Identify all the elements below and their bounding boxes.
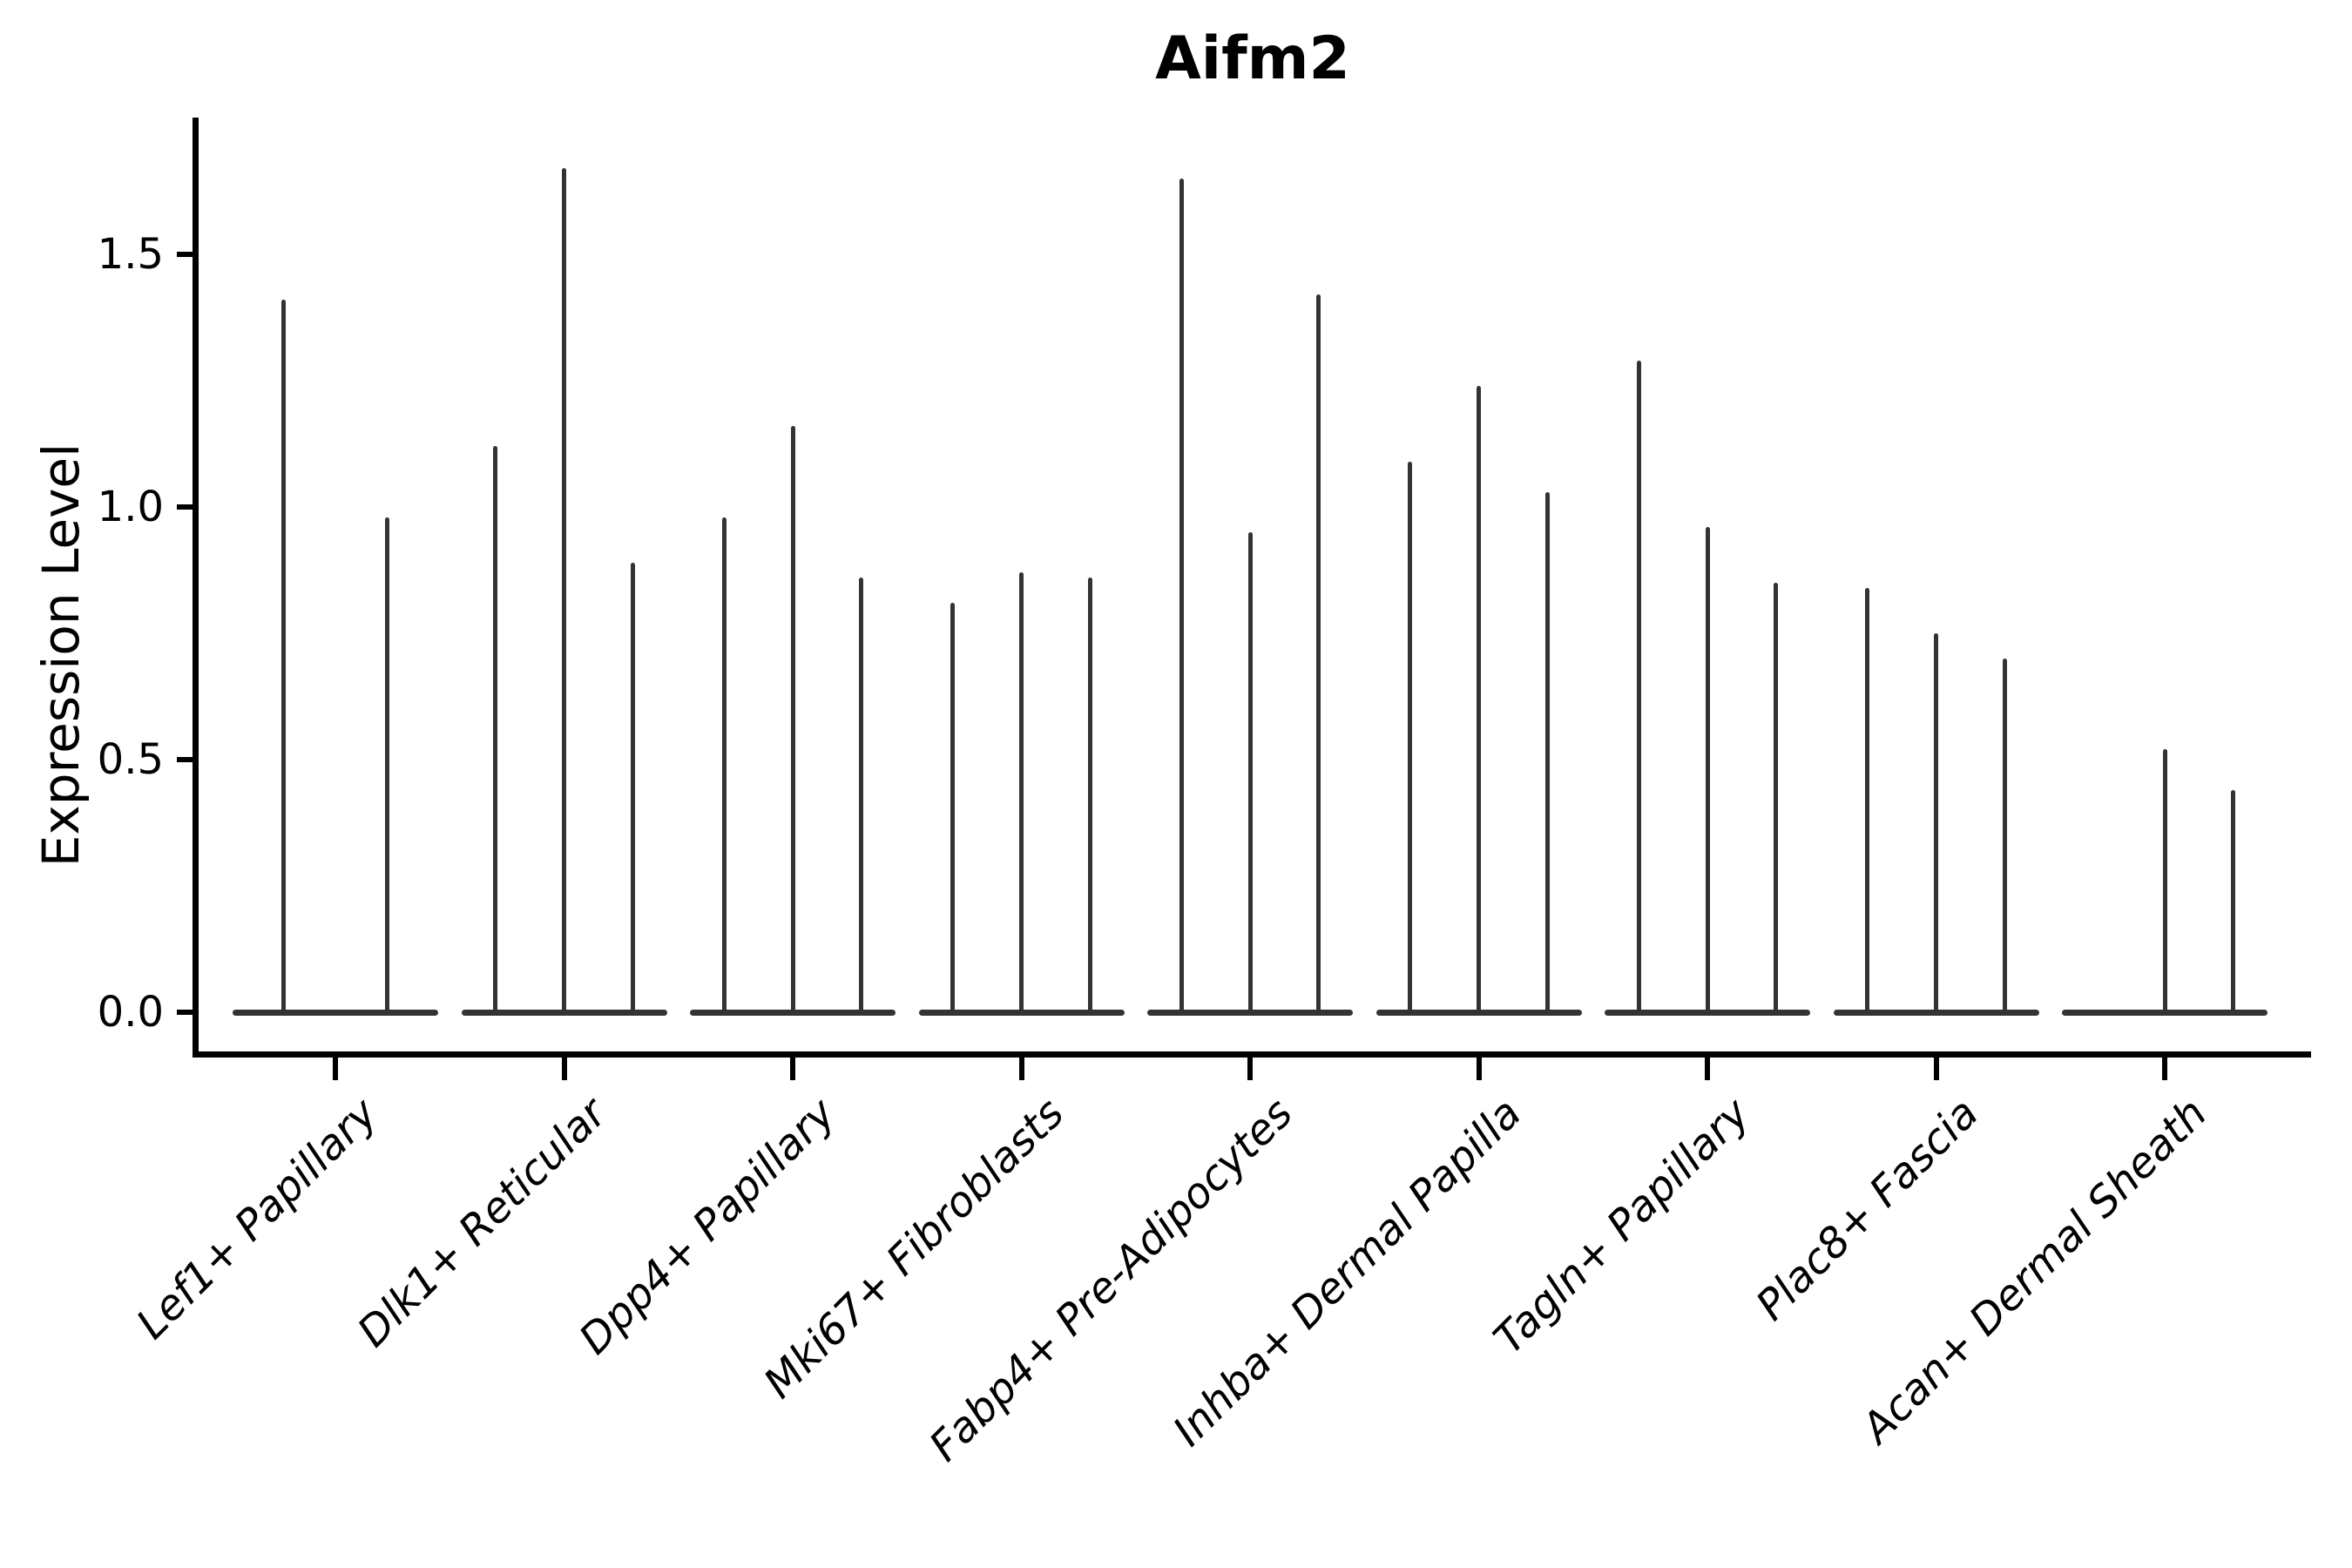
- x-tick-mark: [561, 1058, 567, 1080]
- violin-spike: [1934, 633, 1938, 1012]
- x-tick-mark: [1247, 1058, 1253, 1080]
- violin-spike: [1408, 461, 1413, 1012]
- violin-spike: [1544, 491, 1550, 1012]
- violin-spike: [950, 603, 956, 1012]
- x-axis-category-label: Plac8+ Fascia: [1747, 1089, 1989, 1330]
- violin-spike: [790, 426, 795, 1012]
- violin-spike: [2002, 659, 2007, 1012]
- x-tick-mark: [1476, 1058, 1482, 1080]
- violin-base: [1833, 1009, 2039, 1016]
- x-axis-category-label: Fabp4+ Pre-Adipocytes: [920, 1089, 1302, 1471]
- violin-spike: [493, 446, 498, 1012]
- x-axis-category-label: Lef1+ Papillary: [127, 1089, 388, 1349]
- violin-base: [918, 1009, 1125, 1016]
- violin-spike: [1774, 583, 1779, 1012]
- y-tick-mark: [177, 252, 198, 257]
- x-tick-mark: [2162, 1058, 2167, 1080]
- violin-spike: [859, 578, 864, 1012]
- y-tick-mark: [177, 757, 198, 762]
- y-tick-label: 0.5: [97, 735, 164, 784]
- chart-title: Aifm2: [1155, 24, 1350, 93]
- x-tick-mark: [790, 1058, 795, 1080]
- y-tick-label: 1.5: [97, 230, 164, 279]
- violin-spike: [721, 517, 727, 1012]
- violin-spike: [1865, 587, 1870, 1012]
- violin-spike: [1247, 532, 1253, 1012]
- violin-spike: [1316, 294, 1321, 1012]
- y-tick-mark: [177, 504, 198, 510]
- y-tick-mark: [177, 1010, 198, 1015]
- violin-spike: [281, 300, 287, 1012]
- violin-base: [1147, 1009, 1353, 1016]
- x-axis-spine: [193, 1051, 2311, 1058]
- x-tick-mark: [1018, 1058, 1024, 1080]
- violin-base: [2062, 1009, 2268, 1016]
- y-tick-label: 1.0: [97, 483, 164, 531]
- x-axis-category-label: Dlk1+ Reticular: [348, 1089, 617, 1357]
- violin-base: [461, 1009, 667, 1016]
- violin-spike: [1087, 578, 1092, 1012]
- y-axis-label: Expression Level: [31, 443, 91, 868]
- violin-base: [233, 1009, 438, 1016]
- y-tick-label: 0.0: [97, 988, 164, 1037]
- x-axis-category-label: Dpp4+ Papillary: [570, 1089, 845, 1364]
- violin-spike: [2231, 789, 2236, 1012]
- x-tick-mark: [1705, 1058, 1710, 1080]
- violin-spike: [562, 168, 566, 1012]
- y-axis-spine: [193, 118, 199, 1058]
- violin-spike: [1179, 179, 1184, 1012]
- violin-spike: [1019, 572, 1024, 1012]
- violin-base: [1605, 1009, 1810, 1016]
- violin-base: [690, 1009, 896, 1016]
- violin-spike: [630, 562, 635, 1012]
- violin-spike: [1705, 527, 1710, 1012]
- violin-spike: [2162, 749, 2167, 1012]
- x-axis-category-label: Tagln+ Papillary: [1484, 1089, 1760, 1364]
- x-tick-mark: [333, 1058, 338, 1080]
- violin-spike: [384, 517, 389, 1012]
- violin-spike: [1477, 385, 1481, 1012]
- violin-spike: [1636, 360, 1641, 1012]
- violin-base: [1375, 1009, 1582, 1016]
- x-tick-mark: [1933, 1058, 1939, 1080]
